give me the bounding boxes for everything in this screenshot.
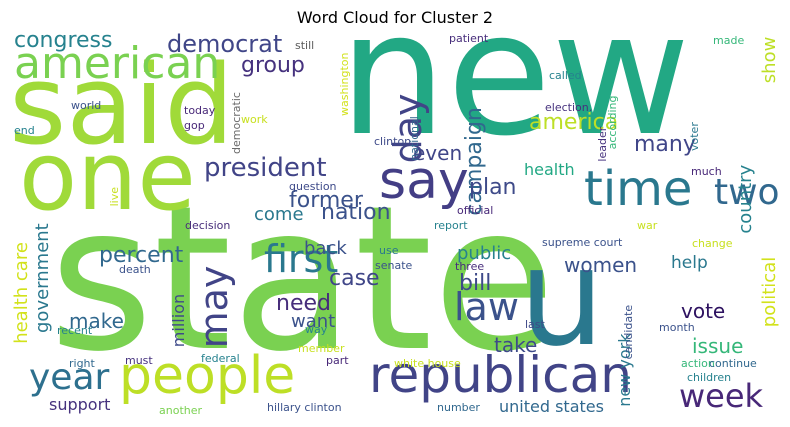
word-continue: continue (709, 357, 757, 370)
word-live: live (108, 187, 121, 207)
word-report: report (434, 219, 468, 232)
word-take: take (494, 333, 538, 357)
word-action: action (681, 357, 715, 370)
word-voter: voter (688, 122, 701, 151)
word-candidate: candidate (622, 304, 635, 360)
word-make: make (69, 309, 124, 333)
word-end: end (14, 124, 35, 137)
word-women: women (564, 253, 638, 277)
word-people: people (119, 346, 296, 406)
word-democrat: democrat (167, 30, 283, 58)
word-washington: washington (338, 52, 351, 116)
word-public: public (457, 243, 512, 264)
word-state: state (49, 163, 556, 396)
word-new: new (339, 30, 691, 174)
word-patient: patient (449, 32, 489, 45)
word-right: right (69, 357, 95, 370)
word-last: last (525, 318, 545, 331)
word-made: made (713, 34, 745, 47)
word-said: said (9, 41, 235, 169)
word-much: much (691, 165, 722, 178)
word-many: many (634, 132, 696, 157)
word-support: support (49, 395, 111, 414)
word-change: change (692, 237, 733, 250)
word-recent: recent (57, 324, 93, 337)
word-show: show (759, 36, 780, 84)
word-congress: congress (14, 30, 113, 53)
word-percent: percent (99, 243, 184, 268)
word-member: member (298, 342, 345, 355)
word-law: law (454, 285, 519, 329)
word-work: work (241, 113, 268, 126)
word-party: party (387, 331, 417, 344)
word-use: use (379, 244, 399, 257)
word-cloud: state new said one u people republican time say a… (9, 30, 783, 418)
word-u: u (519, 219, 605, 376)
word-issue: issue (692, 334, 744, 358)
word-united-states: united states (499, 397, 604, 416)
word-america: america (529, 110, 619, 135)
word-part: part (326, 354, 349, 367)
word-leader: leader (596, 126, 609, 162)
word-death: death (119, 263, 151, 276)
word-number: number (437, 401, 480, 414)
word-clinton: clinton (374, 135, 412, 148)
word-two: two (714, 172, 780, 213)
word-government: government (32, 223, 53, 333)
word-decision: decision (185, 219, 231, 232)
word-former: former (289, 188, 363, 213)
word-war: war (637, 219, 658, 232)
word-way: way (305, 323, 328, 336)
word-group: group (241, 53, 305, 78)
word-must: must (125, 354, 153, 367)
word-health: health (524, 160, 575, 179)
word-help: help (671, 253, 708, 273)
word-vote: vote (681, 299, 726, 323)
word-back: back (304, 238, 347, 259)
word-children: children (687, 371, 732, 384)
word-one: one (19, 122, 196, 232)
word-republican: republican (369, 346, 632, 404)
word-year: year (29, 357, 110, 398)
word-supreme-court: supreme court (542, 236, 623, 249)
word-say: say (379, 151, 469, 211)
word-bill: bill (459, 271, 492, 296)
word-country: country (735, 164, 756, 234)
word-health-care: health care (11, 242, 32, 344)
word-president: president (204, 153, 327, 183)
word-senate: senate (375, 259, 413, 272)
word-official: official (457, 204, 494, 217)
word-nation: nation (321, 200, 391, 225)
word-another: another (159, 404, 203, 417)
word-federal: federal (201, 352, 240, 365)
word-first: first (264, 237, 339, 281)
word-three: three (455, 260, 485, 273)
word-world: world (71, 99, 102, 112)
word-called: called (549, 69, 582, 82)
word-time: time (584, 161, 693, 217)
chart-title: Word Cloud for Cluster 2 (296, 8, 494, 27)
word-question: question (289, 180, 337, 193)
word-today: today (184, 104, 216, 117)
word-case: case (329, 266, 380, 291)
word-want: want (291, 311, 336, 332)
word-million: million (169, 293, 188, 348)
word-week: week (679, 377, 764, 415)
word-white-house: white house (394, 357, 461, 370)
word-hillary-clinton: hillary clinton (267, 401, 342, 414)
word-month: month (659, 321, 695, 334)
word-may: may (192, 265, 236, 349)
word-plan: plan (469, 175, 517, 200)
word-american: american (14, 38, 221, 89)
word-even: even (413, 141, 463, 165)
word-gop: gop (184, 119, 205, 132)
word-need: need (276, 291, 331, 316)
word-political: political (759, 256, 780, 328)
word-election: election. (545, 101, 593, 114)
word-come: come (254, 204, 304, 225)
word-still: still (295, 39, 315, 52)
